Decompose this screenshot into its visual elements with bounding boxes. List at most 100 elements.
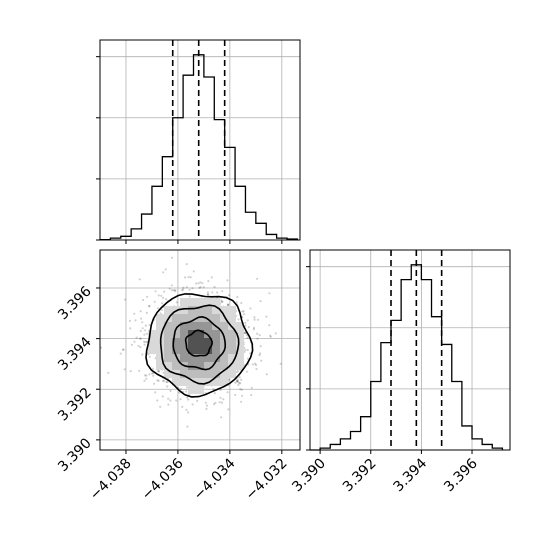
density-cell [172,338,180,346]
scatter-point [207,280,210,283]
density-cell [228,338,236,346]
scatter-point [160,302,164,305]
scatter-point [130,343,133,346]
scatter-point [187,398,190,401]
scatter-point [240,400,243,403]
density-cell [196,330,204,338]
density-cell [212,338,220,346]
density-cell [228,330,236,338]
density-cell [236,322,244,330]
scatter-point [145,311,148,314]
scatter-point [252,328,255,331]
scatter-point [143,333,146,336]
density-cell [188,346,196,354]
scatter-point [228,378,231,381]
scatter-point [221,300,224,303]
scatter-point [188,295,191,298]
scatter-point [221,290,224,293]
scatter-point [160,294,163,297]
density-cell [172,354,180,362]
scatter-point [253,316,256,319]
density-cell [180,354,188,362]
density-cell [236,354,244,362]
density-cell [148,346,156,354]
scatter-point [227,303,230,306]
density-cell [204,298,212,306]
density-cell [164,338,172,346]
scatter-point [244,324,247,327]
scatter-point [133,340,136,343]
scatter-point [170,256,174,259]
density-cell [212,346,220,354]
density-cell [172,346,180,354]
scatter-point [141,321,144,324]
scatter-point [254,363,258,367]
density-cell [172,314,180,322]
scatter-point [100,346,103,349]
scatter-point [236,370,239,373]
density-cell [196,346,204,354]
scatter-point [220,300,223,303]
density-cell [212,306,220,314]
scatter-point [123,368,126,371]
scatter-point [202,286,205,289]
scatter-point [178,391,181,394]
density-cell [228,370,236,378]
density-cell [164,354,172,362]
density-cell [220,306,228,314]
scatter-point [146,295,149,298]
density-cell [196,306,204,314]
scatter-point [234,393,237,396]
density-cell [236,330,244,338]
density-cell [220,330,228,338]
x-tick-label: −4.034 [191,455,239,503]
scatter-point [170,284,173,287]
scatter-point [237,383,240,387]
scatter-2d-panel [96,249,301,454]
density-cell [196,378,204,386]
y-tick-label: 3.394 [55,334,95,374]
density-cell [196,322,204,330]
scatter-point [199,281,202,284]
scatter-point [166,385,169,388]
scatter-point [255,367,258,371]
density-cell [188,338,196,346]
density-cell [188,298,196,306]
scatter-point [174,289,177,292]
density-cell [196,298,204,306]
scatter-point [156,307,160,310]
scatter-point [207,293,210,296]
scatter-point [181,289,184,292]
density-cell [180,322,188,330]
y-ticklabels-param2: 3.390 3.392 3.394 3.396 [55,283,95,475]
density-cell [196,370,204,378]
scatter-point [199,286,202,289]
density-cell [212,354,220,362]
scatter-point [244,332,247,335]
scatter-point [161,395,164,398]
density-cell [164,370,172,378]
scatter-point [138,278,141,281]
density-cell [212,298,220,306]
density-cell [204,362,212,370]
scatter-point [148,304,151,307]
scatter-point [144,374,147,377]
density-cell [204,370,212,378]
scatter-point [204,401,207,404]
scatter-point [259,300,262,303]
scatter-point [256,277,259,280]
density-cell [180,370,188,378]
scatter-point [239,388,242,391]
scatter-point [197,282,200,285]
density-cell [204,338,212,346]
scatter-point [165,380,168,384]
y-tick-label: 3.396 [55,283,95,323]
density-cell [180,314,188,322]
scatter-point [249,307,252,310]
scatter-point [161,296,165,299]
scatter-point [144,324,147,327]
density-cell [220,354,228,362]
scatter-point [234,381,237,384]
density-cell [204,306,212,314]
density-cell [196,386,204,394]
